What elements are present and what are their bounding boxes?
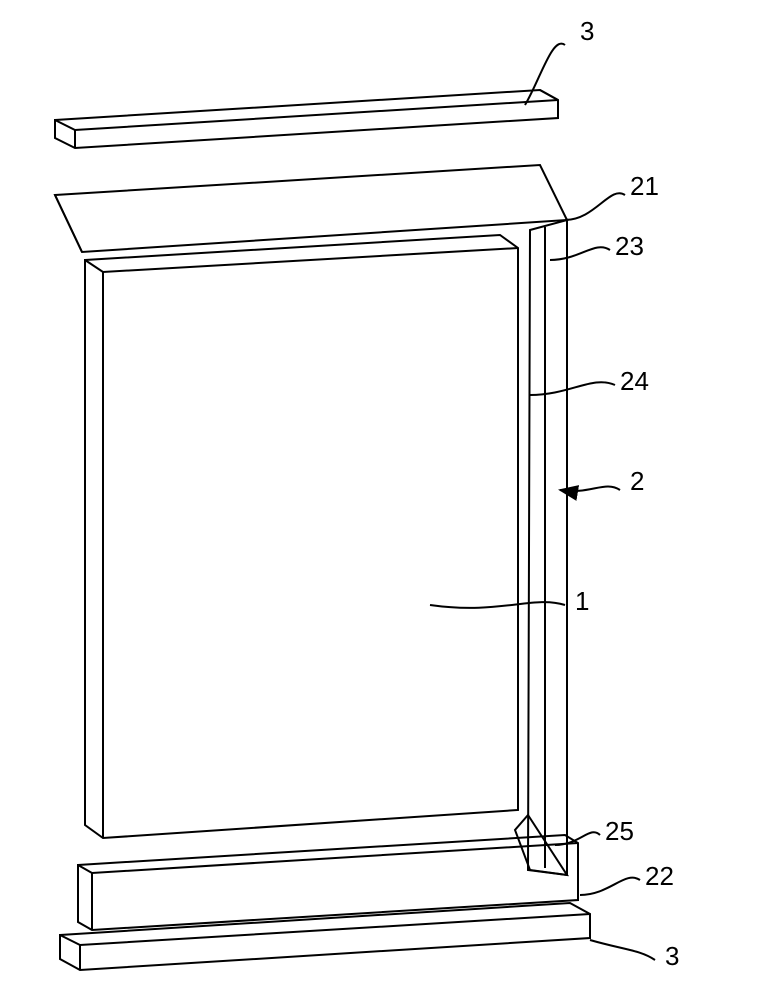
label-2: 2: [630, 466, 644, 496]
label-22: 22: [645, 861, 674, 891]
leader-line-3_bottom: [590, 940, 655, 960]
technical-diagram: 32123242125223: [0, 0, 763, 1000]
leader-line-24: [530, 382, 615, 395]
main-panel-1: [85, 235, 518, 838]
leader-line-21: [565, 193, 625, 220]
right-frame-piece: [528, 220, 567, 875]
label-3_top: 3: [580, 16, 594, 46]
bottom-frame-piece-22: [78, 835, 578, 930]
top-frame-piece: [55, 165, 567, 252]
bottom-rail-part-3: [60, 903, 590, 970]
leader-line-22: [580, 878, 640, 895]
label-3_bottom: 3: [665, 941, 679, 971]
label-1: 1: [575, 586, 589, 616]
labels-group: 32123242125223: [575, 16, 679, 971]
leader-line-2: [560, 486, 620, 491]
label-21: 21: [630, 171, 659, 201]
label-24: 24: [620, 366, 649, 396]
label-23: 23: [615, 231, 644, 261]
leader-line-23: [550, 247, 610, 260]
leader-line-3_top: [525, 44, 565, 105]
label-25: 25: [605, 816, 634, 846]
top-rail-part-3: [55, 90, 558, 148]
